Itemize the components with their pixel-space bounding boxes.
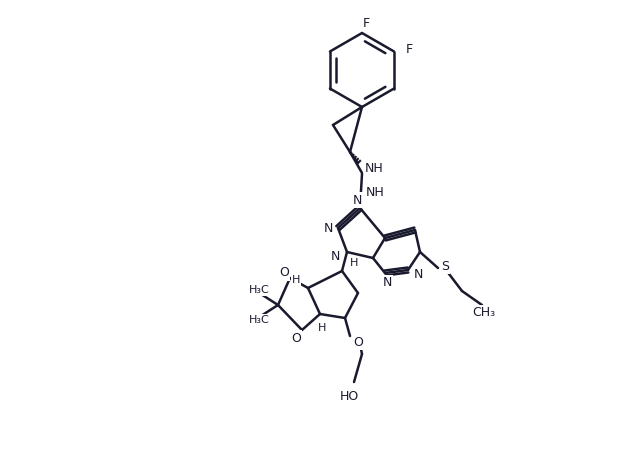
Text: H₃C: H₃C (249, 315, 270, 325)
Text: HO: HO (339, 390, 358, 402)
Text: O: O (291, 331, 301, 345)
Text: N: N (352, 194, 362, 206)
Text: F: F (362, 16, 369, 30)
Text: O: O (353, 336, 363, 348)
Text: H: H (318, 323, 326, 333)
Text: H₃C: H₃C (249, 285, 270, 295)
Text: N: N (413, 268, 422, 282)
Text: NH: NH (365, 187, 385, 199)
Text: N: N (330, 251, 340, 264)
Text: CH₃: CH₃ (472, 306, 495, 320)
Text: H: H (292, 275, 300, 285)
Text: F: F (406, 43, 413, 56)
Text: O: O (279, 266, 289, 280)
Text: NH: NH (365, 162, 384, 174)
Text: N: N (382, 276, 392, 290)
Text: N: N (323, 221, 333, 235)
Text: H: H (350, 258, 358, 268)
Text: S: S (441, 259, 449, 273)
